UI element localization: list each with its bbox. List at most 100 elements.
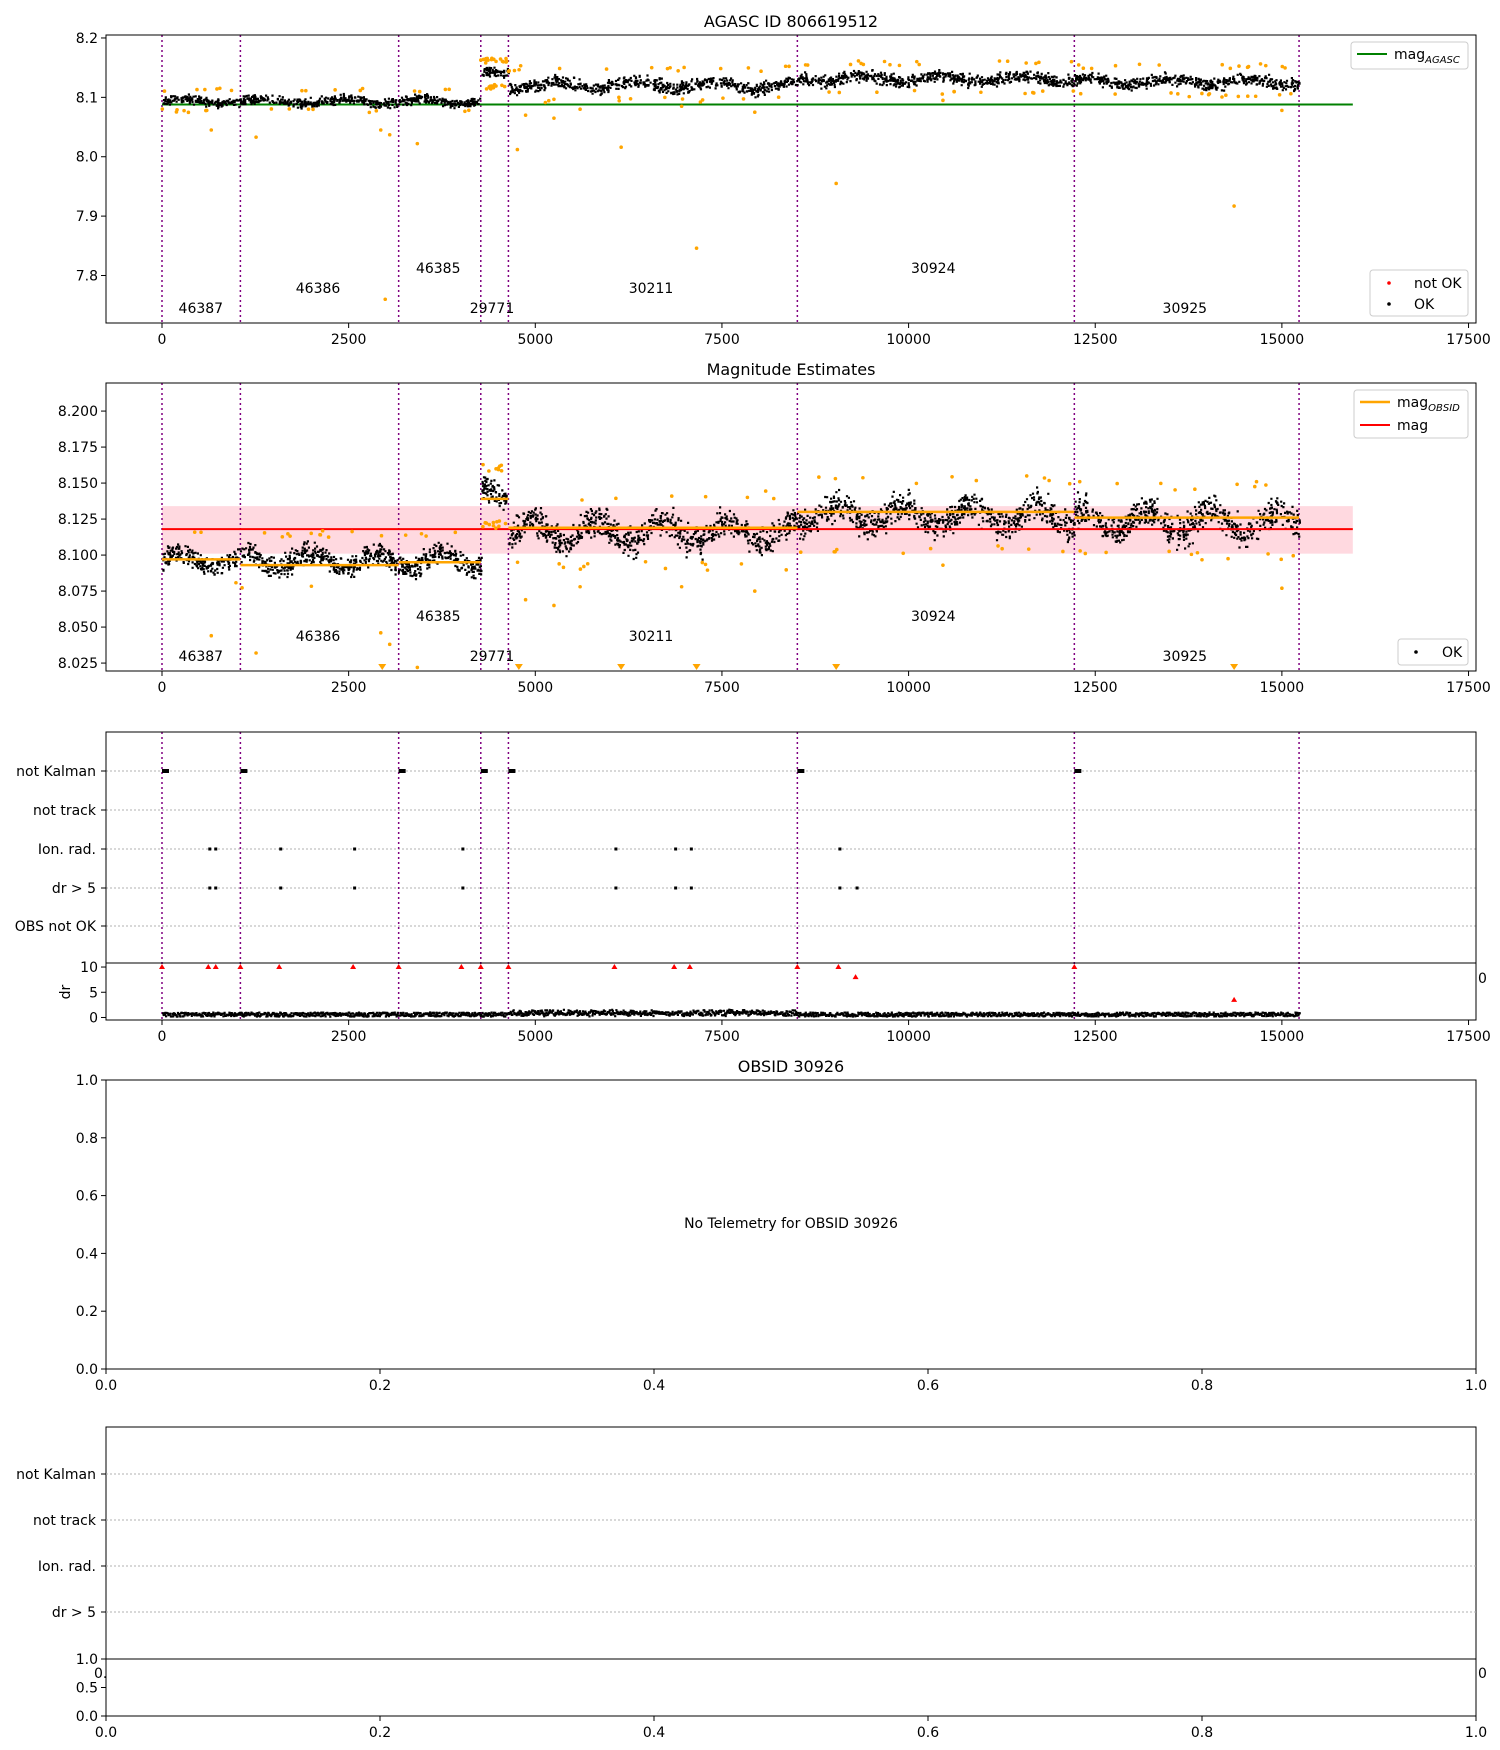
not-kalman-mark	[1074, 769, 1082, 773]
agasc-orange-point	[517, 67, 521, 72]
mag-outlier-point	[415, 665, 420, 670]
dr-high-marker	[671, 964, 678, 970]
mag-orange-point	[495, 519, 499, 524]
mag-orange-point	[1264, 483, 1268, 487]
agasc-orange-point	[1089, 66, 1094, 71]
agasc-outlier-point	[752, 110, 757, 114]
obsid-label: 30211	[629, 281, 674, 297]
agasc-x-tick-label: 5000	[517, 332, 553, 348]
mag-x-tick-label: 7500	[704, 680, 740, 696]
agasc-orange-point	[1220, 62, 1225, 67]
flags-x-tick-label: 17500	[1446, 1029, 1491, 1045]
mag-orange-point	[1279, 557, 1284, 562]
agasc-y-tick-label: 8.1	[76, 90, 98, 106]
agasc-orange-point	[1228, 66, 1233, 71]
agasc-orange-point	[875, 90, 879, 95]
obsid-x-tick-label: 0.8	[1191, 1378, 1213, 1394]
agasc-orange-point	[195, 87, 199, 92]
agasc-orange-point	[912, 88, 917, 93]
obsid-y-tick-label: 0.8	[76, 1131, 98, 1147]
mag-orange-point	[1200, 557, 1204, 562]
legend-ok-marker	[1414, 650, 1418, 654]
agasc-outlier-point	[515, 147, 520, 152]
obsid-right-cut-label: 0	[1478, 1666, 1487, 1682]
dr-frame	[105, 962, 1477, 1021]
agasc-axes: 0 2500 5000 7500 10000 12500 15000 17500 7.8 7.9 8…	[76, 31, 1491, 348]
dr-high-marker	[852, 974, 859, 980]
mag-orange-point	[1047, 478, 1051, 483]
mag-orange-point	[703, 562, 708, 567]
agasc-orange-point	[162, 89, 167, 93]
dr-y-tick-label: 10	[80, 960, 98, 976]
dr5-mark	[674, 886, 678, 890]
agasc-orange-point	[488, 86, 493, 91]
mag-orange-point	[1078, 549, 1082, 553]
dr-high-marker	[205, 964, 212, 970]
agasc-orange-point	[787, 64, 791, 69]
dr-high-marker	[395, 964, 402, 970]
dr-high-marker	[158, 964, 165, 970]
mag-y-tick-label: 8.175	[58, 440, 98, 456]
dr-points	[162, 1008, 1301, 1018]
not-kalman-mark	[161, 769, 169, 773]
mag-orange-point	[580, 498, 584, 502]
agasc-orange-point	[617, 95, 621, 100]
mag-orange-point	[798, 550, 803, 554]
mag-x-tick-label: 0	[158, 680, 167, 696]
mag-outlier-point	[941, 563, 945, 567]
agasc-y-tick-label: 8.0	[76, 150, 98, 166]
mag-x-tick-label: 5000	[517, 680, 553, 696]
mag-orange-point	[1189, 552, 1194, 557]
obsid-panel: OBSID 30926 No Telemetry for OBSID 30926…	[76, 1057, 1487, 1394]
agasc-orange-point	[1037, 60, 1041, 65]
agasc-orange-point	[1263, 63, 1268, 68]
agasc-orange-point	[979, 90, 983, 95]
agasc-orange-point	[700, 98, 705, 102]
dr5-mark	[614, 886, 618, 890]
obsid-flags-x-tick-label: 0.8	[1191, 1725, 1213, 1741]
dr5-mark	[838, 886, 842, 890]
mag-orange-point	[1254, 479, 1259, 484]
agasc-orange-point	[215, 87, 219, 91]
mag-orange-point	[585, 561, 590, 566]
obsid-label: 30924	[911, 261, 956, 277]
agasc-orange-point	[1207, 91, 1212, 96]
mag-orange-point	[739, 562, 744, 566]
agasc-y-tick-label: 7.9	[76, 209, 98, 225]
mag-orange-point	[928, 546, 933, 551]
mag-orange-point	[1195, 550, 1200, 555]
agasc-orange-point	[300, 88, 304, 93]
not-kalman-mark	[240, 769, 248, 773]
agasc-orange-point	[498, 57, 503, 61]
mag-orange-point	[494, 467, 498, 471]
legend-ok-label: OK	[1442, 645, 1463, 661]
mag-orange-point	[557, 562, 561, 566]
agasc-orange-point	[229, 88, 234, 93]
not-kalman-mark	[797, 769, 805, 773]
agasc-orange-point	[479, 58, 483, 62]
mag-y-tick-label: 8.075	[58, 584, 98, 600]
mag-orange-point	[494, 526, 498, 531]
dr-high-marker	[686, 964, 693, 970]
agasc-orange-point	[311, 107, 315, 112]
mag-orange-point	[262, 531, 267, 535]
agasc-orange-point	[663, 95, 667, 100]
agasc-x-tick-label: 17500	[1446, 332, 1491, 348]
mag-orange-point	[1067, 481, 1072, 486]
agasc-orange-point	[1078, 91, 1083, 96]
obsid-label: 29771	[470, 301, 515, 317]
ion-rad-mark	[461, 847, 465, 851]
agasc-orange-point	[269, 107, 274, 111]
agasc-orange-point	[997, 59, 1002, 63]
mag-outlier-point	[387, 642, 392, 647]
agasc-orange-point	[848, 62, 853, 67]
mag-outlier-point	[552, 603, 556, 608]
mag-orange-point	[1252, 484, 1257, 489]
agasc-orange-point	[484, 56, 488, 61]
mag-panel: Magnitude Estimates 0 2500 5000 7500 10000 12…	[58, 360, 1491, 696]
obsid-flag-row-label: not track	[33, 1513, 97, 1529]
agasc-outlier-point	[694, 246, 699, 250]
agasc-orange-point	[1176, 92, 1180, 96]
agasc-orange-point	[1237, 64, 1241, 68]
dr5-mark	[689, 886, 693, 890]
